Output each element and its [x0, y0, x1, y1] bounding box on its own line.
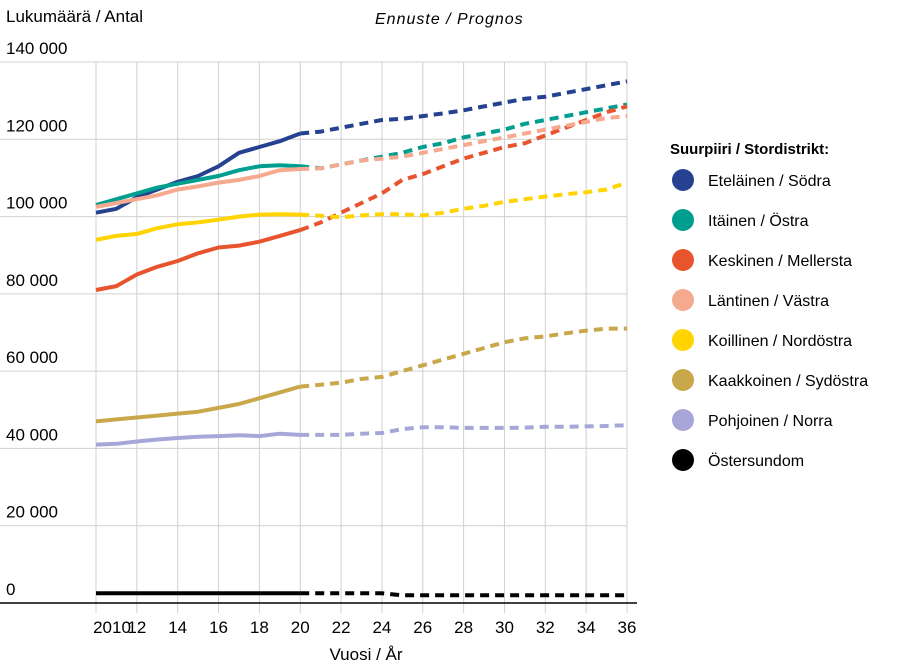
x-tick-label: 32 [536, 618, 555, 637]
series-line-forecast [300, 423, 628, 437]
legend-swatch [672, 449, 694, 471]
x-tick-label: 22 [332, 618, 351, 637]
y-tick-label: 20 000 [6, 503, 58, 522]
legend-label: Östersundom [708, 452, 804, 470]
legend-swatch [672, 249, 694, 271]
legend-label: Itäinen / Östra [708, 212, 809, 230]
series-line-historical [95, 431, 301, 447]
x-axis-title: Vuosi / År [329, 645, 402, 664]
legend-swatch [672, 369, 694, 391]
legend-label: Läntinen / Västra [708, 293, 829, 310]
legend-swatch [672, 329, 694, 351]
y-tick-label: 40 000 [6, 425, 58, 444]
series-line-forecast [300, 180, 628, 220]
x-tick-label: 18 [250, 618, 269, 637]
y-tick-label: 60 000 [6, 348, 58, 367]
x-tick-label: 26 [413, 618, 432, 637]
legend-label: Pohjoinen / Norra [708, 413, 833, 430]
x-tick-label: 14 [168, 618, 187, 637]
y-tick-label: 120 000 [6, 116, 67, 135]
y-tick-label: 140 000 [6, 39, 67, 58]
x-tick-label: 36 [618, 618, 637, 637]
y-tick-label: 100 000 [6, 194, 67, 213]
series-line-forecast [300, 114, 628, 171]
legend-title: Suurpiiri / Stordistrikt: [670, 141, 829, 158]
y-tick-label: 80 000 [6, 271, 58, 290]
x-tick-label: 2010 [93, 618, 131, 637]
x-tick-label: 20 [291, 618, 310, 637]
legend-label: Eteläinen / Södra [708, 173, 831, 190]
x-tick-label: 28 [454, 618, 473, 637]
legend-label: Koillinen / Nordöstra [708, 333, 852, 350]
legend-label: Kaakkoinen / Sydöstra [708, 373, 868, 390]
series-line-historical [95, 212, 301, 242]
y-tick-label: 0 [6, 580, 15, 599]
legend-label: Keskinen / Mellersta [708, 253, 852, 270]
legend: Eteläinen / Södra Itäinen / Östra Keskinen… [672, 169, 868, 471]
series-line-historical [95, 384, 301, 424]
axes: 0 20 000 40 000 60 000 80 000 100 000 120 000 1… [0, 39, 637, 637]
series-line-historical [95, 163, 301, 207]
series-line-forecast [300, 102, 628, 171]
legend-swatch [672, 409, 694, 431]
series-line-forecast [300, 79, 628, 136]
legend-swatch [672, 169, 694, 191]
y-axis-title: Lukumäärä / Antal [6, 7, 143, 26]
x-tick-label: 16 [209, 618, 228, 637]
x-tick-label: 30 [495, 618, 514, 637]
series-line-historical [95, 228, 301, 292]
series-lines [95, 79, 628, 598]
legend-swatch [672, 209, 694, 231]
x-tick-label: 24 [372, 618, 391, 637]
x-tick-label: 12 [127, 618, 146, 637]
legend-swatch [672, 289, 694, 311]
forecast-label: Ennuste / Prognos [375, 11, 524, 28]
series-line-forecast [300, 326, 627, 389]
series-line-historical [95, 167, 301, 209]
series-line-forecast [300, 591, 627, 598]
grid [0, 61, 628, 613]
x-tick-label: 34 [577, 618, 596, 637]
